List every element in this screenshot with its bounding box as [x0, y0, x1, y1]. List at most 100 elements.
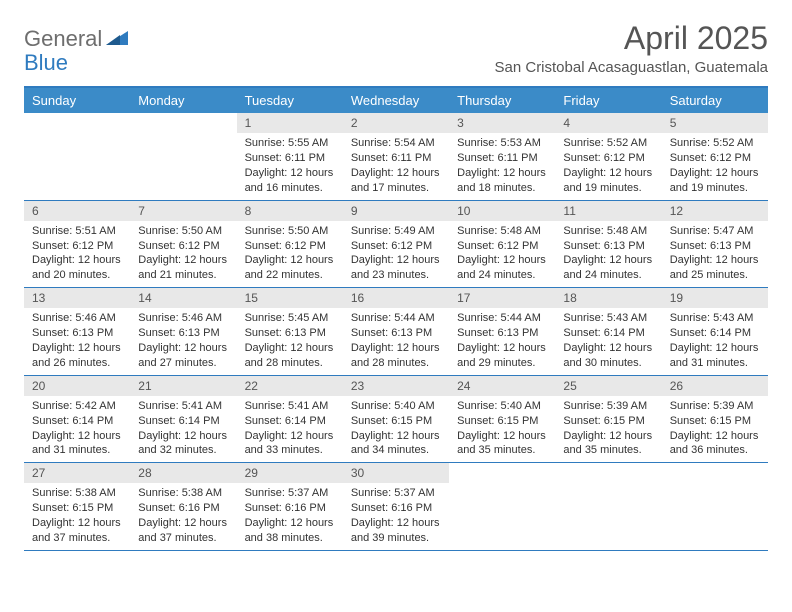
day-body: Sunrise: 5:39 AMSunset: 6:15 PMDaylight:…	[662, 396, 768, 462]
sunset-text: Sunset: 6:15 PM	[32, 501, 122, 516]
logo: General	[24, 20, 130, 52]
day-number: 27	[24, 463, 130, 483]
day-body: Sunrise: 5:54 AMSunset: 6:11 PMDaylight:…	[343, 133, 449, 199]
calendar-header-row: SundayMondayTuesdayWednesdayThursdayFrid…	[24, 88, 768, 113]
day-cell: 9Sunrise: 5:49 AMSunset: 6:12 PMDaylight…	[343, 201, 449, 288]
daylight-text: Daylight: 12 hours and 31 minutes.	[670, 341, 760, 371]
calendar-table: SundayMondayTuesdayWednesdayThursdayFrid…	[24, 86, 768, 551]
week-row: 27Sunrise: 5:38 AMSunset: 6:15 PMDayligh…	[24, 463, 768, 551]
sunrise-text: Sunrise: 5:41 AM	[138, 399, 228, 414]
day-number	[449, 463, 555, 483]
daylight-text: Daylight: 12 hours and 28 minutes.	[245, 341, 335, 371]
logo-sub: Blue	[24, 50, 68, 76]
sunrise-text: Sunrise: 5:48 AM	[563, 224, 653, 239]
day-body: Sunrise: 5:47 AMSunset: 6:13 PMDaylight:…	[662, 221, 768, 287]
sunrise-text: Sunrise: 5:47 AM	[670, 224, 760, 239]
day-number: 25	[555, 376, 661, 396]
sunrise-text: Sunrise: 5:44 AM	[351, 311, 441, 326]
day-cell	[555, 463, 661, 550]
daylight-text: Daylight: 12 hours and 23 minutes.	[351, 253, 441, 283]
day-body: Sunrise: 5:39 AMSunset: 6:15 PMDaylight:…	[555, 396, 661, 462]
sunset-text: Sunset: 6:13 PM	[32, 326, 122, 341]
daylight-text: Daylight: 12 hours and 39 minutes.	[351, 516, 441, 546]
sunset-text: Sunset: 6:12 PM	[245, 239, 335, 254]
day-number: 9	[343, 201, 449, 221]
daylight-text: Daylight: 12 hours and 33 minutes.	[245, 429, 335, 459]
day-number: 3	[449, 113, 555, 133]
day-body: Sunrise: 5:45 AMSunset: 6:13 PMDaylight:…	[237, 308, 343, 374]
column-header: Thursday	[449, 88, 555, 113]
day-cell: 16Sunrise: 5:44 AMSunset: 6:13 PMDayligh…	[343, 288, 449, 375]
day-cell: 14Sunrise: 5:46 AMSunset: 6:13 PMDayligh…	[130, 288, 236, 375]
day-cell: 13Sunrise: 5:46 AMSunset: 6:13 PMDayligh…	[24, 288, 130, 375]
day-cell: 2Sunrise: 5:54 AMSunset: 6:11 PMDaylight…	[343, 113, 449, 200]
daylight-text: Daylight: 12 hours and 17 minutes.	[351, 166, 441, 196]
day-number: 14	[130, 288, 236, 308]
sunrise-text: Sunrise: 5:39 AM	[670, 399, 760, 414]
sunset-text: Sunset: 6:11 PM	[245, 151, 335, 166]
sunrise-text: Sunrise: 5:38 AM	[138, 486, 228, 501]
sunset-text: Sunset: 6:12 PM	[457, 239, 547, 254]
day-body: Sunrise: 5:52 AMSunset: 6:12 PMDaylight:…	[662, 133, 768, 199]
day-number: 16	[343, 288, 449, 308]
day-cell: 20Sunrise: 5:42 AMSunset: 6:14 PMDayligh…	[24, 376, 130, 463]
daylight-text: Daylight: 12 hours and 19 minutes.	[563, 166, 653, 196]
sunrise-text: Sunrise: 5:38 AM	[32, 486, 122, 501]
day-cell: 29Sunrise: 5:37 AMSunset: 6:16 PMDayligh…	[237, 463, 343, 550]
day-cell: 27Sunrise: 5:38 AMSunset: 6:15 PMDayligh…	[24, 463, 130, 550]
sunrise-text: Sunrise: 5:48 AM	[457, 224, 547, 239]
day-number: 7	[130, 201, 236, 221]
day-cell: 18Sunrise: 5:43 AMSunset: 6:14 PMDayligh…	[555, 288, 661, 375]
day-number: 24	[449, 376, 555, 396]
daylight-text: Daylight: 12 hours and 35 minutes.	[457, 429, 547, 459]
sunset-text: Sunset: 6:14 PM	[563, 326, 653, 341]
sunset-text: Sunset: 6:13 PM	[670, 239, 760, 254]
month-title: April 2025	[495, 20, 769, 57]
day-cell: 21Sunrise: 5:41 AMSunset: 6:14 PMDayligh…	[130, 376, 236, 463]
daylight-text: Daylight: 12 hours and 21 minutes.	[138, 253, 228, 283]
sunrise-text: Sunrise: 5:41 AM	[245, 399, 335, 414]
daylight-text: Daylight: 12 hours and 38 minutes.	[245, 516, 335, 546]
day-body: Sunrise: 5:48 AMSunset: 6:13 PMDaylight:…	[555, 221, 661, 287]
day-body: Sunrise: 5:37 AMSunset: 6:16 PMDaylight:…	[343, 483, 449, 549]
sunrise-text: Sunrise: 5:40 AM	[351, 399, 441, 414]
sunrise-text: Sunrise: 5:52 AM	[563, 136, 653, 151]
day-body: Sunrise: 5:38 AMSunset: 6:15 PMDaylight:…	[24, 483, 130, 549]
day-number: 22	[237, 376, 343, 396]
day-body: Sunrise: 5:46 AMSunset: 6:13 PMDaylight:…	[130, 308, 236, 374]
day-cell: 23Sunrise: 5:40 AMSunset: 6:15 PMDayligh…	[343, 376, 449, 463]
sunrise-text: Sunrise: 5:53 AM	[457, 136, 547, 151]
day-cell: 19Sunrise: 5:43 AMSunset: 6:14 PMDayligh…	[662, 288, 768, 375]
sunrise-text: Sunrise: 5:44 AM	[457, 311, 547, 326]
week-row: 1Sunrise: 5:55 AMSunset: 6:11 PMDaylight…	[24, 113, 768, 201]
day-cell	[662, 463, 768, 550]
day-number	[130, 113, 236, 133]
day-cell: 5Sunrise: 5:52 AMSunset: 6:12 PMDaylight…	[662, 113, 768, 200]
day-body: Sunrise: 5:46 AMSunset: 6:13 PMDaylight:…	[24, 308, 130, 374]
sunset-text: Sunset: 6:13 PM	[138, 326, 228, 341]
column-header: Monday	[130, 88, 236, 113]
day-body: Sunrise: 5:51 AMSunset: 6:12 PMDaylight:…	[24, 221, 130, 287]
day-body: Sunrise: 5:44 AMSunset: 6:13 PMDaylight:…	[343, 308, 449, 374]
daylight-text: Daylight: 12 hours and 31 minutes.	[32, 429, 122, 459]
day-number: 5	[662, 113, 768, 133]
daylight-text: Daylight: 12 hours and 24 minutes.	[457, 253, 547, 283]
daylight-text: Daylight: 12 hours and 24 minutes.	[563, 253, 653, 283]
column-header: Sunday	[24, 88, 130, 113]
day-number: 15	[237, 288, 343, 308]
sunrise-text: Sunrise: 5:49 AM	[351, 224, 441, 239]
day-cell: 22Sunrise: 5:41 AMSunset: 6:14 PMDayligh…	[237, 376, 343, 463]
day-cell: 15Sunrise: 5:45 AMSunset: 6:13 PMDayligh…	[237, 288, 343, 375]
day-cell: 7Sunrise: 5:50 AMSunset: 6:12 PMDaylight…	[130, 201, 236, 288]
sunset-text: Sunset: 6:16 PM	[245, 501, 335, 516]
column-header: Friday	[555, 88, 661, 113]
sunrise-text: Sunrise: 5:37 AM	[245, 486, 335, 501]
day-number: 23	[343, 376, 449, 396]
day-body: Sunrise: 5:50 AMSunset: 6:12 PMDaylight:…	[237, 221, 343, 287]
day-number	[24, 113, 130, 133]
sunset-text: Sunset: 6:11 PM	[351, 151, 441, 166]
day-cell: 6Sunrise: 5:51 AMSunset: 6:12 PMDaylight…	[24, 201, 130, 288]
sunrise-text: Sunrise: 5:43 AM	[563, 311, 653, 326]
sunrise-text: Sunrise: 5:51 AM	[32, 224, 122, 239]
day-body: Sunrise: 5:38 AMSunset: 6:16 PMDaylight:…	[130, 483, 236, 549]
